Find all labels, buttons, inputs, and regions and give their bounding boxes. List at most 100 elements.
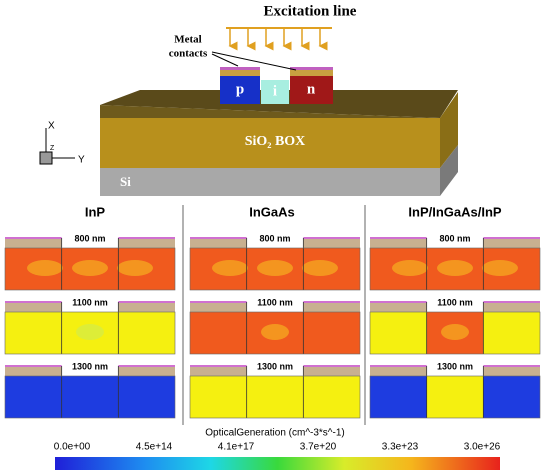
map-hotspot	[76, 324, 104, 340]
map-hotspot	[72, 260, 108, 276]
map-panel: 800 nm	[4, 233, 176, 291]
contact	[370, 366, 427, 376]
map-panel: 1300 nm	[189, 361, 361, 419]
substrate-label: Si	[120, 174, 131, 189]
map-panel: 1100 nm	[189, 297, 361, 355]
si-front	[100, 168, 440, 196]
map-panel: 800 nm	[369, 233, 541, 291]
colorbar-tick-label: 4.5e+14	[136, 442, 173, 453]
map-panel: 1100 nm	[369, 297, 541, 355]
n-region	[290, 76, 333, 104]
axes-icon	[39, 128, 75, 165]
map-hotspot	[257, 260, 293, 276]
panel-label: 1100 nm	[437, 297, 473, 307]
contacts-label: Metal	[174, 34, 201, 46]
panel-label: 1100 nm	[72, 297, 108, 307]
map-region	[118, 376, 175, 418]
colorbar-tick-label: 4.1e+17	[218, 442, 255, 453]
contact	[190, 238, 247, 248]
column-title: InGaAs	[249, 204, 295, 219]
panel-label: 800 nm	[74, 233, 105, 243]
map-region	[426, 376, 484, 418]
colorbar-tick-label: 3.0e+26	[464, 442, 501, 453]
excitation-arrows	[228, 28, 328, 51]
box-front	[100, 118, 440, 168]
map-panel: 1300 nm	[369, 361, 541, 419]
panel-frame	[4, 375, 176, 419]
map-region	[190, 376, 247, 418]
panel-label: 1300 nm	[72, 361, 108, 371]
excitation-label: Excitation line	[264, 3, 357, 19]
pointer	[211, 51, 297, 71]
contact	[303, 238, 360, 248]
p-contact	[220, 67, 260, 76]
axis-label: X	[48, 121, 55, 132]
map-region	[370, 376, 427, 418]
axis-label: Z	[50, 145, 55, 152]
colorbar	[55, 457, 500, 470]
panel-frame	[189, 247, 361, 291]
panel-frame	[369, 375, 541, 419]
pointer	[211, 53, 239, 67]
n-contact	[290, 67, 333, 76]
map-region	[303, 376, 360, 418]
contact	[483, 238, 540, 248]
map-region	[5, 312, 62, 354]
map-hotspot	[437, 260, 473, 276]
panel-label: 1300 nm	[257, 361, 293, 371]
contact	[118, 302, 175, 312]
map-region	[246, 376, 304, 418]
contact	[190, 366, 247, 376]
contact	[118, 238, 175, 248]
map-region	[483, 376, 540, 418]
contacts-label: contacts	[169, 48, 208, 60]
map-hotspot	[27, 260, 63, 276]
box-side	[440, 92, 458, 168]
panel-frame	[4, 247, 176, 291]
panel-label: 800 nm	[259, 233, 290, 243]
panel-label: 800 nm	[439, 233, 470, 243]
map-region	[190, 312, 247, 354]
contact	[5, 238, 62, 248]
box-edge	[100, 105, 440, 118]
contact	[190, 302, 247, 312]
colorbar-tick-label: 0.0e+00	[54, 442, 91, 453]
map-hotspot	[117, 260, 153, 276]
contact	[483, 366, 540, 376]
region-label: p	[236, 81, 244, 97]
contact	[483, 302, 540, 312]
map-region	[370, 312, 427, 354]
colorbar-title: OpticalGeneration (cm^-3*s^-1)	[205, 428, 344, 439]
device-3d: p i n SiO₂ BOX Si Excitation line Metal …	[39, 3, 458, 196]
map-region	[61, 376, 119, 418]
map-hotspot	[441, 324, 469, 340]
contact	[118, 366, 175, 376]
region-label: i	[273, 83, 277, 99]
si-side	[440, 145, 458, 196]
map-region	[303, 312, 360, 354]
map-panel: 800 nm	[189, 233, 361, 291]
panel-label: 1100 nm	[257, 297, 293, 307]
map-panel: 1300 nm	[4, 361, 176, 419]
column-title: InP/InGaAs/InP	[408, 204, 502, 219]
box-label: SiO₂ BOX	[245, 134, 306, 149]
map-hotspot	[302, 260, 338, 276]
panel-frame	[369, 311, 541, 355]
panel-frame	[369, 247, 541, 291]
n-contact-top	[290, 67, 333, 70]
colorbar-tick-label: 3.3e+23	[382, 442, 419, 453]
map-hotspot	[482, 260, 518, 276]
contact	[5, 302, 62, 312]
map-hotspot	[261, 324, 289, 340]
panel-frame	[189, 375, 361, 419]
i-region	[261, 80, 289, 104]
panel-label: 1300 nm	[437, 361, 473, 371]
contact	[370, 302, 427, 312]
p-region	[220, 76, 260, 104]
maps: 800 nm 1100 nm 1300 nm 800 nm 1100 nm 1300 nm…	[4, 233, 541, 419]
map-region	[118, 312, 175, 354]
contact	[5, 366, 62, 376]
contact	[370, 238, 427, 248]
p-contact-top	[220, 67, 260, 70]
contact	[303, 302, 360, 312]
